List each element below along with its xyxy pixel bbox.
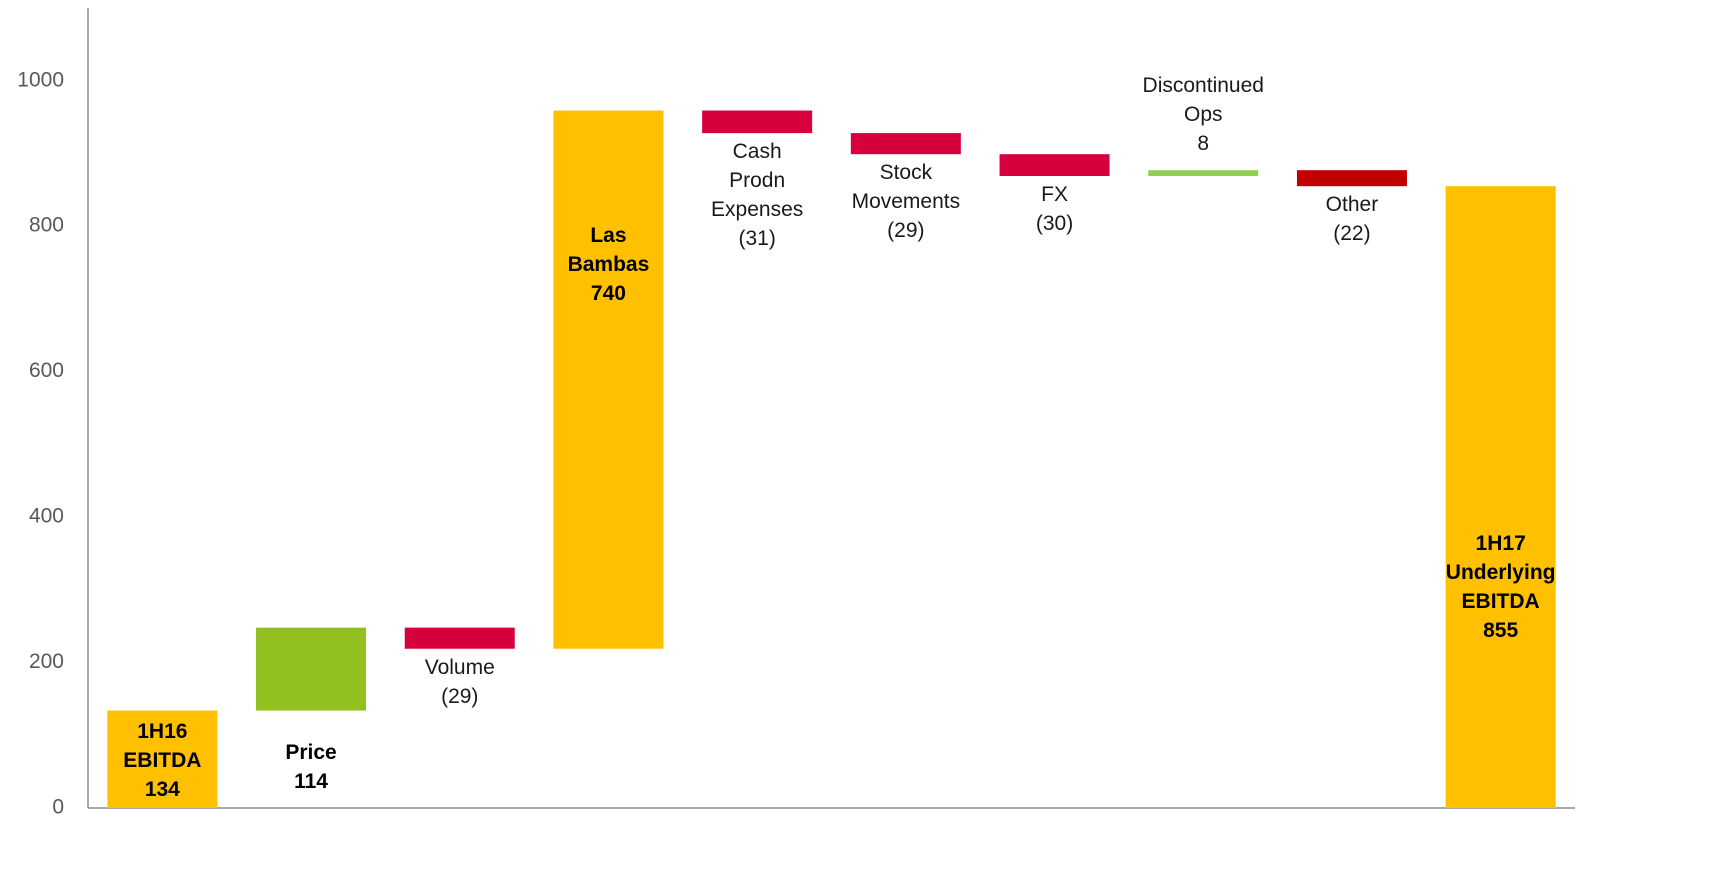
y-tick-label: 800 <box>29 214 64 237</box>
bar <box>1148 170 1259 176</box>
bar <box>256 627 367 711</box>
y-tick-label: 1000 <box>17 68 64 91</box>
data-label: Las Bambas 740 <box>568 221 650 308</box>
bar <box>107 710 218 808</box>
bar <box>999 154 1110 176</box>
bar <box>702 110 813 134</box>
bar <box>404 627 515 649</box>
data-label: Stock Movements (29) <box>852 158 961 245</box>
bar <box>1445 186 1556 808</box>
category-label: FX <box>1041 183 1068 206</box>
value-label: (29) <box>887 219 925 243</box>
value-label: 740 <box>590 281 626 305</box>
value-label: (29) <box>441 684 479 708</box>
data-label: Price 114 <box>285 738 336 796</box>
bar <box>1296 170 1407 187</box>
bar <box>850 133 961 155</box>
category-label: Other <box>1325 193 1379 217</box>
data-label: FX (30) <box>1036 180 1073 238</box>
data-label: Volume (29) <box>425 653 495 711</box>
value-label: 114 <box>294 769 328 793</box>
value-label: 134 <box>144 777 180 801</box>
data-label: 1H16 EBITDA 134 <box>123 717 201 804</box>
category-label: Las Bambas <box>567 223 650 276</box>
data-label: Discontinued Ops 8 <box>1143 71 1264 158</box>
value-label: (30) <box>1035 212 1074 235</box>
category-label: Discontinued Ops <box>1142 74 1264 127</box>
data-label: 1H17 Underlying EBITDA 855 <box>1446 529 1556 645</box>
category-label: Stock Movements <box>851 161 961 214</box>
data-label: Other (22) <box>1326 190 1379 248</box>
value-label: 855 <box>1483 619 1519 643</box>
category-label: Price <box>285 740 337 764</box>
y-tick-label: 200 <box>29 650 64 673</box>
category-label: 1H16 EBITDA <box>123 719 202 772</box>
category-label: Cash Prodn Expenses <box>711 140 804 222</box>
value-label: (31) <box>738 227 776 251</box>
value-label: (22) <box>1333 222 1371 246</box>
y-tick-label: 400 <box>29 505 64 528</box>
category-label: Volume <box>424 655 495 679</box>
value-label: 8 <box>1197 132 1210 156</box>
bar <box>553 110 664 649</box>
category-label: 1H17 Underlying EBITDA <box>1445 532 1556 614</box>
y-tick-label: 0 <box>52 796 64 819</box>
data-label: Cash Prodn Expenses (31) <box>711 137 803 253</box>
y-tick-label: 600 <box>29 359 64 382</box>
